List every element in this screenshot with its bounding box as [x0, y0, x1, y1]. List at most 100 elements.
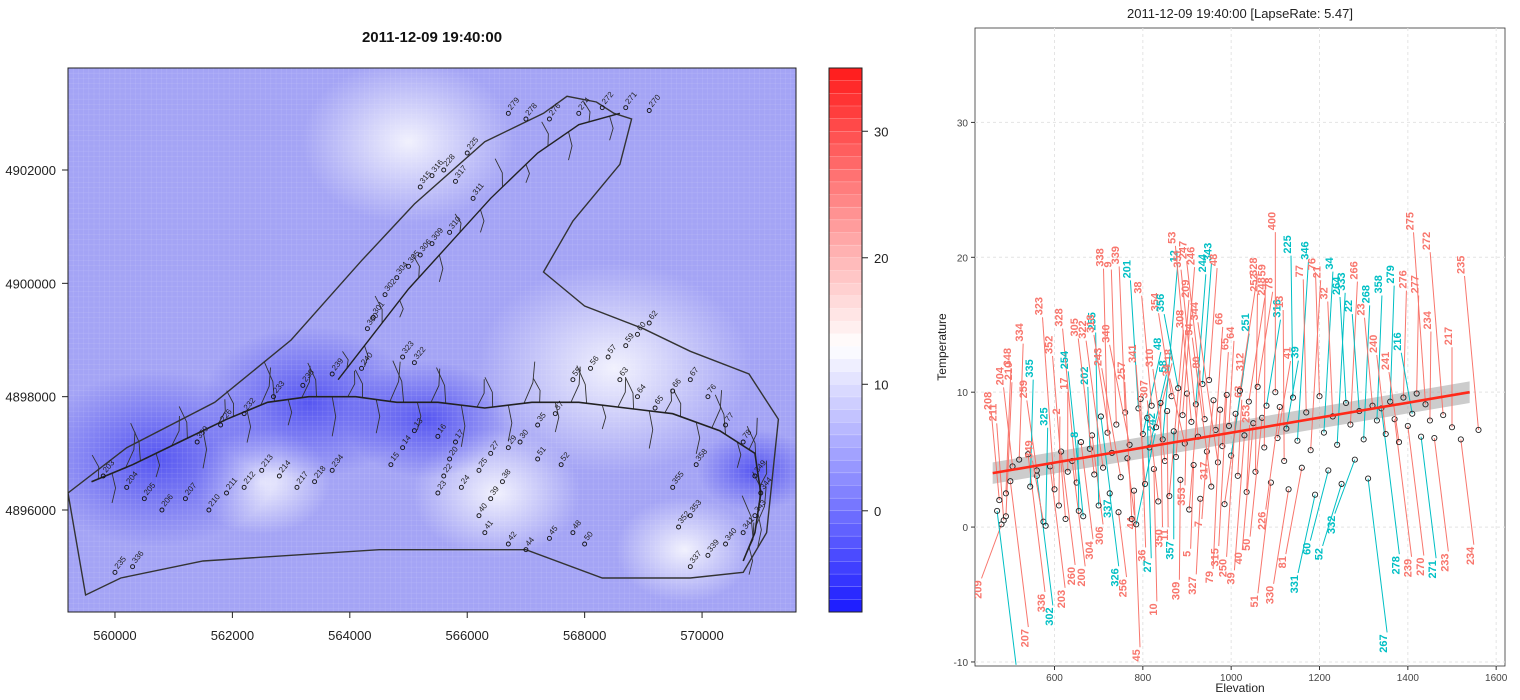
point-label: 277 [1410, 275, 1422, 293]
data-point [1172, 453, 1180, 460]
point-label: 268 [1361, 285, 1373, 303]
point-label: 266 [1348, 261, 1360, 279]
station-marker [470, 195, 476, 201]
station-marker [599, 105, 605, 111]
data-point [1276, 403, 1283, 411]
station-marker [617, 377, 623, 383]
point-label: 66 [1214, 313, 1226, 325]
label-leader-line [1109, 493, 1120, 567]
colorbar-swatch [828, 371, 863, 385]
label-leader-line [1363, 305, 1371, 440]
label-leader-line [1323, 271, 1334, 433]
data-point [996, 497, 1003, 504]
point-label: 317 [1199, 462, 1211, 480]
station-marker [558, 462, 564, 468]
data-point [1128, 515, 1135, 523]
data-point [1245, 398, 1252, 405]
station-marker [388, 462, 394, 468]
label-leader-line [1400, 352, 1413, 414]
point-label: 77 [1294, 265, 1306, 277]
data-point [1175, 385, 1182, 392]
label-leader-line [1152, 368, 1166, 462]
data-point [1365, 475, 1372, 482]
data-point [1334, 441, 1341, 448]
data-point [1042, 522, 1049, 529]
colorbar-tick-label: 10 [874, 377, 888, 392]
stream-branch [287, 399, 293, 426]
point-label: 260 [1066, 567, 1078, 585]
station-marker [458, 484, 464, 490]
station-marker [752, 473, 758, 479]
regression-line [992, 390, 1470, 475]
data-point [1164, 408, 1171, 415]
station-marker [488, 450, 494, 456]
label-leader-line [1186, 261, 1206, 420]
label-leader-line [1163, 314, 1179, 389]
y-tick-label: 4902000 [5, 163, 56, 178]
stream-branch [171, 416, 180, 446]
point-label: 348 [1002, 348, 1014, 366]
stream-branch [476, 379, 485, 408]
station-marker [124, 484, 130, 490]
station-marker [100, 473, 106, 479]
label-leader-line [1297, 494, 1316, 574]
point-label: 235 [1456, 256, 1468, 274]
label-leader-line [1158, 313, 1173, 397]
point-label: 234 [1465, 546, 1477, 565]
point-label: 13 [1274, 296, 1286, 308]
stream-branch [389, 361, 401, 402]
stream-branch [533, 378, 541, 403]
data-point [1192, 401, 1199, 408]
station-marker [329, 371, 335, 377]
stream-branch [218, 399, 226, 424]
station-marker [312, 479, 318, 485]
stream-branch [375, 399, 381, 434]
map-panel: 2011-12-09 19:40:00 279 278 276 274 272 271 27… [5, 29, 888, 643]
station-marker [435, 433, 441, 439]
label-leader-line [1246, 424, 1251, 493]
station-marker [429, 241, 435, 247]
point-label: 315 [1210, 548, 1222, 566]
label-leader-line [1310, 280, 1322, 451]
station-marker [294, 484, 300, 490]
point-label: 63 [1233, 386, 1245, 398]
label-leader-line [1266, 319, 1281, 406]
data-point [1080, 513, 1087, 520]
data-point [1272, 389, 1279, 396]
data-point [1391, 416, 1398, 423]
stream-branch [714, 394, 726, 435]
colorbar-swatch [828, 131, 863, 145]
label-leader-line [1178, 479, 1181, 580]
label-leader-line [1045, 427, 1049, 526]
data-point [1298, 464, 1305, 471]
label-leader-line [1282, 309, 1285, 461]
scatter-panel: 2011-12-09 19:40:00 [LapseRate: 5.47] 20… [935, 6, 1508, 695]
station-marker [652, 405, 658, 411]
station-marker [523, 116, 529, 122]
data-point [1051, 486, 1058, 493]
label-leader-line [1429, 331, 1432, 421]
point-label: 349 [1023, 440, 1035, 458]
station-marker [482, 530, 488, 536]
stream-branch [130, 423, 141, 461]
station-marker [411, 360, 417, 366]
point-label: 276 [1397, 270, 1409, 288]
colorbar-swatch [828, 333, 863, 347]
point-label: 204 [995, 366, 1007, 385]
station-marker [224, 490, 229, 496]
data-point [1338, 480, 1345, 487]
point-label: 243 [1093, 348, 1105, 366]
data-point [1448, 424, 1456, 431]
data-point [1199, 381, 1206, 388]
data-point [1141, 480, 1149, 487]
label-leader-line [1388, 372, 1400, 443]
point-label: 338 [1095, 248, 1107, 266]
point-label: 316 [1272, 299, 1284, 317]
station-marker [194, 439, 200, 445]
colorbar-swatch [828, 459, 863, 474]
label-leader-line [1460, 439, 1475, 545]
stream-branch [617, 377, 627, 408]
colorbar-swatch [828, 573, 863, 587]
data-point [1086, 445, 1093, 452]
station-marker [218, 422, 224, 428]
